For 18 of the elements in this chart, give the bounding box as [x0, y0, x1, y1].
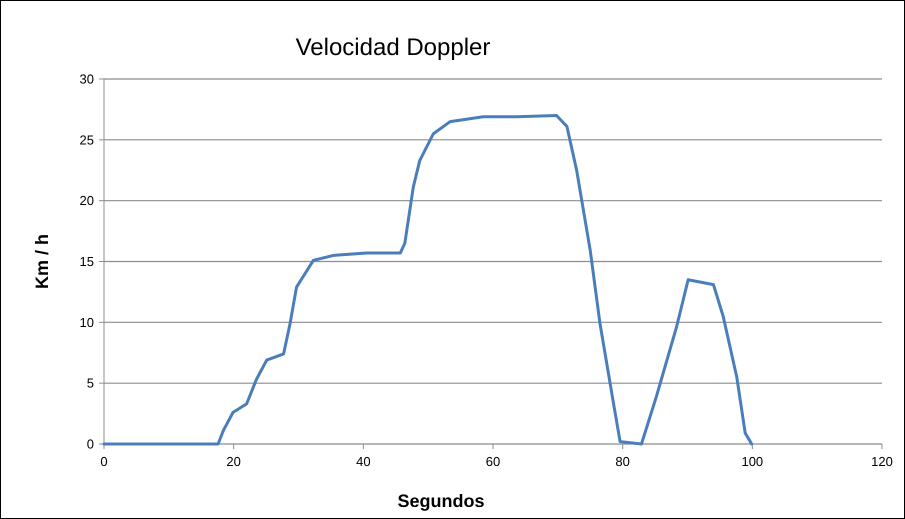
y-tick-label: 15	[80, 254, 94, 270]
y-tick-label: 10	[80, 314, 94, 330]
x-tick-label: 120	[871, 454, 893, 469]
x-tick-label: 80	[615, 454, 630, 469]
x-tick-label: 100	[741, 454, 764, 469]
y-tick-label: 5	[86, 376, 94, 391]
x-axis-title: Segundos	[397, 491, 485, 511]
y-tick-label: 30	[80, 72, 94, 87]
line-series	[102, 114, 754, 446]
x-tick-label: 60	[486, 454, 500, 469]
y-tick-label: 0	[86, 436, 94, 452]
x-tick-label: 20	[226, 454, 241, 469]
y-axis-title: Km / h	[32, 234, 52, 290]
y-tick-label: 25	[80, 132, 94, 148]
x-tick-label: 0	[100, 454, 108, 469]
y-tick-label: 20	[80, 193, 94, 208]
chart-title: Velocidad Doppler	[296, 34, 490, 61]
x-tick-label: 40	[356, 454, 371, 469]
